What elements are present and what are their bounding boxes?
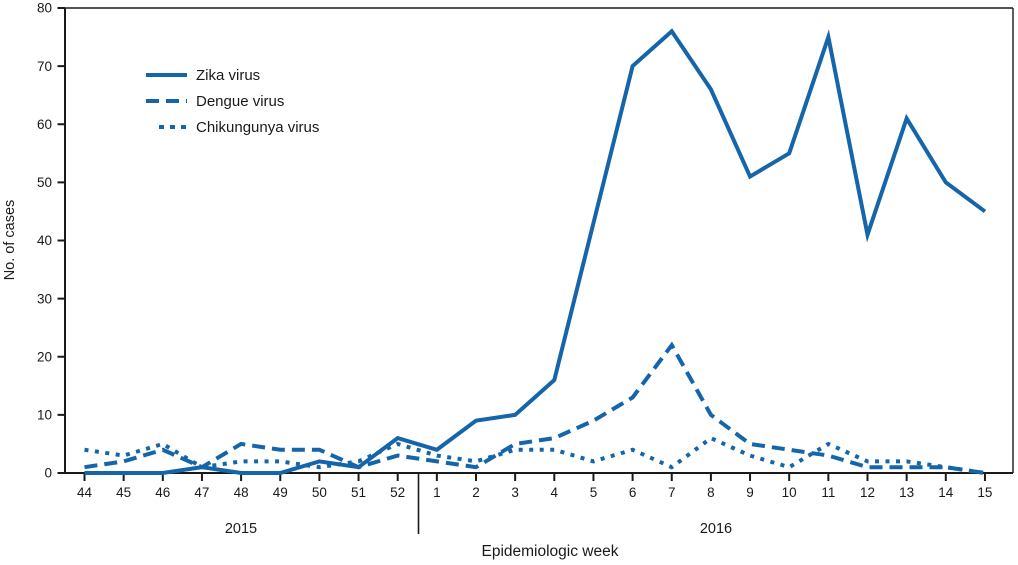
x-tick-label: 5 — [590, 485, 598, 500]
chikungunya-virus-series-line — [84, 435, 986, 475]
x-tick-label: 1 — [433, 485, 441, 500]
zika-virus-series-line — [84, 28, 987, 475]
y-tick-label: 30 — [37, 291, 52, 306]
chikungunya-line-swatch — [146, 125, 187, 129]
x-tick-label: 10 — [782, 485, 797, 500]
legend-item-zika: Zika virus — [146, 62, 319, 88]
legend-item-dengue: Dengue virus — [146, 88, 319, 114]
x-tick-label: 51 — [351, 485, 366, 500]
year-label-2016: 2016 — [700, 521, 732, 537]
x-tick-label: 7 — [668, 485, 676, 500]
x-tick-label: 48 — [234, 485, 249, 500]
legend-item-chikungunya: Chikungunya virus — [146, 114, 319, 140]
x-tick-label: 46 — [155, 485, 170, 500]
data-series — [84, 28, 987, 475]
x-tick-label: 49 — [273, 485, 288, 500]
x-tick-label: 11 — [821, 485, 835, 500]
year-label-2015: 2015 — [225, 521, 257, 537]
y-tick-label: 70 — [37, 59, 52, 74]
x-tick-label: 15 — [977, 485, 992, 500]
y-axis-title: No. of cases — [2, 200, 18, 281]
legend-label-chikungunya: Chikungunya virus — [196, 118, 320, 136]
legend-label-dengue: Dengue virus — [196, 92, 285, 110]
x-tick-label: 44 — [77, 485, 93, 500]
x-tick-label: 14 — [938, 485, 954, 500]
x-axis-title: Epidemiologic week — [482, 543, 619, 560]
y-tick-label: 40 — [37, 233, 52, 248]
x-axis-ticks: 44 45 46 47 48 49 50 51 52 1 2 3 4 5 6 7 8 9 10 11 12 13 14 15 — [77, 473, 992, 500]
y-axis-ticks: 0 10 20 30 40 50 60 70 80 — [37, 1, 65, 481]
x-tick-label: 4 — [551, 485, 559, 500]
x-tick-label: 9 — [746, 485, 754, 500]
x-tick-label: 3 — [511, 485, 519, 500]
x-tick-label: 45 — [116, 485, 131, 500]
legend-label-zika: Zika virus — [196, 66, 261, 84]
dengue-line-swatch — [146, 99, 187, 103]
legend: Zika virus Dengue virus Chikungunya viru… — [146, 62, 319, 140]
x-tick-label: 6 — [629, 485, 637, 500]
x-tick-label: 47 — [194, 485, 209, 500]
x-tick-label: 50 — [312, 485, 327, 500]
zika-line-swatch — [146, 73, 187, 77]
y-tick-label: 0 — [44, 466, 52, 481]
x-tick-label: 8 — [707, 485, 715, 500]
y-tick-label: 60 — [37, 117, 52, 132]
y-tick-label: 10 — [37, 408, 52, 423]
x-tick-label: 52 — [390, 485, 405, 500]
x-tick-label: 12 — [860, 485, 875, 500]
y-tick-label: 20 — [37, 349, 52, 364]
x-tick-label: 13 — [899, 485, 914, 500]
dengue-virus-series-line — [84, 341, 986, 475]
y-tick-label: 50 — [37, 175, 52, 190]
y-tick-label: 80 — [37, 1, 52, 16]
x-tick-label: 2 — [472, 485, 480, 500]
